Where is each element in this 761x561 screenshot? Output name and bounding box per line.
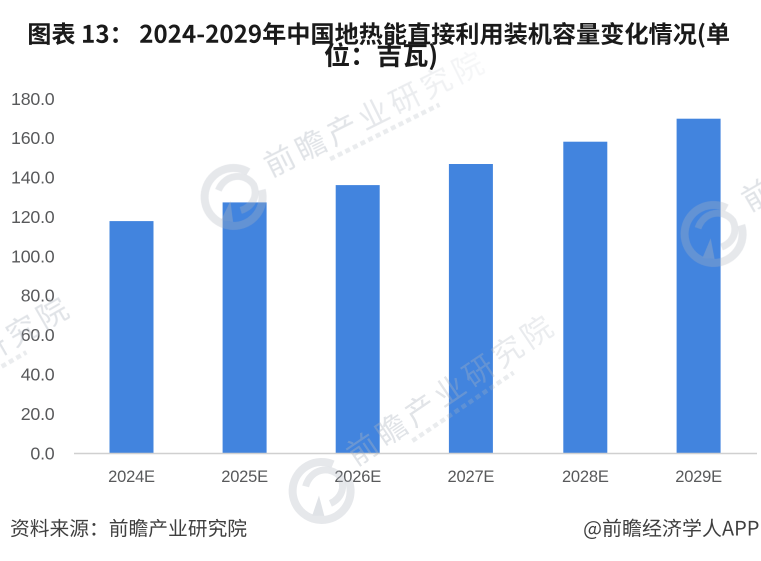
svg-text:40.0: 40.0 <box>21 365 55 385</box>
svg-text:2029E: 2029E <box>675 468 722 486</box>
svg-text:20.0: 20.0 <box>21 404 55 424</box>
svg-text:80.0: 80.0 <box>21 286 55 306</box>
svg-text:180.0: 180.0 <box>11 89 55 109</box>
svg-text:0.0: 0.0 <box>30 443 54 463</box>
svg-text:2025E: 2025E <box>221 468 268 486</box>
svg-text:2026E: 2026E <box>334 468 381 486</box>
svg-text:2027E: 2027E <box>448 468 495 486</box>
svg-text:2028E: 2028E <box>562 468 609 486</box>
svg-text:120.0: 120.0 <box>11 207 55 227</box>
svg-text:100.0: 100.0 <box>11 246 55 266</box>
svg-text:2024E: 2024E <box>108 468 155 486</box>
svg-text:140.0: 140.0 <box>11 168 55 188</box>
svg-text:160.0: 160.0 <box>11 128 55 148</box>
